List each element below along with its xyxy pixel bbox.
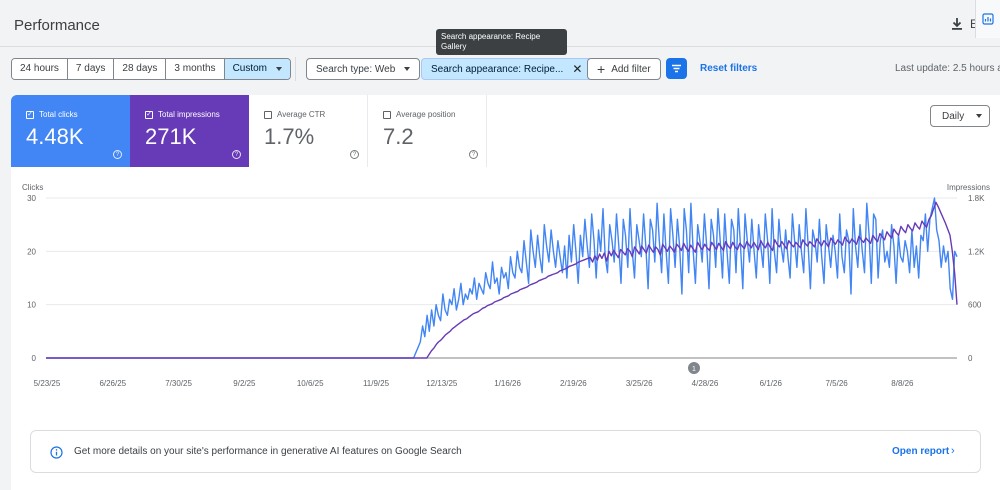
metric-total-clicks[interactable]: ✓ Total clicks 4.48K ? <box>11 95 130 167</box>
y-right-tick-label: 1.2K <box>968 247 985 256</box>
date-range-custom[interactable]: Custom <box>224 59 291 79</box>
filter-list-icon <box>672 64 681 73</box>
help-icon[interactable]: ? <box>113 150 122 159</box>
x-tick-label: 6/1/26 <box>760 379 783 388</box>
export-label[interactable]: E <box>970 17 979 31</box>
x-tick-label: 11/9/25 <box>363 379 390 388</box>
checkbox-unchecked-icon[interactable] <box>264 110 272 119</box>
x-tick-label: 10/6/25 <box>297 379 324 388</box>
x-tick-label: 6/26/25 <box>99 379 126 388</box>
y-right-tick-label: 600 <box>968 301 982 310</box>
x-tick-label: 4/28/26 <box>692 379 719 388</box>
metric-value: 271K <box>145 124 197 149</box>
y-left-tick-label: 0 <box>32 354 37 363</box>
close-icon[interactable]: ✕ <box>572 62 583 76</box>
date-range-7-days[interactable]: 7 days <box>67 59 115 79</box>
info-icon <box>50 446 63 459</box>
date-range-selector: 24 hours 7 days 28 days 3 months Custom <box>11 58 292 80</box>
metric-value: 4.48K <box>26 124 84 149</box>
caret-down-icon <box>276 67 283 71</box>
search-appearance-filter[interactable]: Search appearance: Recipe... ✕ <box>421 58 593 80</box>
metric-average-position[interactable]: Average position 7.2 ? <box>368 95 487 167</box>
search-type-filter[interactable]: Search type: Web <box>306 58 421 80</box>
page-title: Performance <box>14 17 100 34</box>
x-tick-label: 12/13/25 <box>426 379 458 388</box>
checkbox-checked-icon[interactable]: ✓ <box>26 110 34 119</box>
x-tick-label: 2/19/26 <box>560 379 587 388</box>
search-type-label: Search type: Web <box>316 63 396 75</box>
metric-label: Average CTR <box>277 110 326 119</box>
y-left-axis-label: Clicks <box>22 183 43 192</box>
checkbox-unchecked-icon[interactable] <box>383 110 391 119</box>
metric-label-row: Average position <box>383 110 486 119</box>
granularity-label: Daily <box>942 110 965 122</box>
series-line-impressions <box>46 201 958 359</box>
download-icon[interactable] <box>950 17 964 31</box>
date-range-custom-label: Custom <box>232 63 268 74</box>
filter-settings-button[interactable] <box>666 58 687 79</box>
metric-label-row: ✓ Total impressions <box>145 110 249 119</box>
help-icon[interactable]: ? <box>350 150 359 159</box>
caret-down-icon <box>404 67 411 71</box>
y-left-tick-label: 10 <box>27 301 36 310</box>
annotation-marker-label: 1 <box>692 366 696 373</box>
filter-tooltip: Search appearance: Recipe Gallery <box>436 29 567 55</box>
open-report-link[interactable]: Open report <box>892 446 950 457</box>
y-right-axis-label: Impressions <box>947 183 990 192</box>
chevron-right-icon[interactable]: › <box>951 445 955 457</box>
x-tick-label: 7/30/25 <box>165 379 192 388</box>
search-appearance-label: Search appearance: Recipe... <box>431 63 564 75</box>
annotation-marker[interactable] <box>688 362 700 374</box>
x-tick-label: 3/25/26 <box>626 379 653 388</box>
help-icon[interactable]: ? <box>232 150 241 159</box>
y-right-tick-label: 0 <box>968 354 973 363</box>
caret-down-icon <box>976 114 982 118</box>
help-icon[interactable]: ? <box>469 150 478 159</box>
add-filter-label: Add filter <box>611 63 651 75</box>
metric-value: 7.2 <box>383 124 414 149</box>
reset-filters-link[interactable]: Reset filters <box>700 63 758 74</box>
metric-label: Average position <box>396 110 456 119</box>
add-filter-button[interactable]: + Add filter <box>587 58 661 80</box>
metric-label: Total clicks <box>39 110 78 119</box>
metric-label-row: ✓ Total clicks <box>26 110 130 119</box>
chart-panel-icon <box>982 13 994 25</box>
metric-label-row: Average CTR <box>264 110 367 119</box>
checkbox-checked-icon[interactable]: ✓ <box>145 110 153 119</box>
date-range-28-days[interactable]: 28 days <box>114 59 167 79</box>
performance-chart[interactable]: 0 10 20 30 0 600 1.2K 1.8K Clicks Impressions 5/23… <box>0 178 1000 393</box>
x-tick-label: 8/8/26 <box>891 379 914 388</box>
last-update-text: Last update: 2.5 hours a <box>895 63 1000 74</box>
ai-features-banner: Get more details on your site's performa… <box>30 430 981 473</box>
y-right-tick-label: 1.8K <box>968 194 985 203</box>
y-left-tick-label: 20 <box>27 247 36 256</box>
metric-label: Total impressions <box>158 110 220 119</box>
metric-average-ctr[interactable]: Average CTR 1.7% ? <box>249 95 368 167</box>
metric-total-impressions[interactable]: ✓ Total impressions 271K ? <box>130 95 249 167</box>
toolbar-divider <box>295 57 296 81</box>
x-tick-label: 1/16/26 <box>494 379 521 388</box>
x-tick-label: 9/2/25 <box>233 379 256 388</box>
x-tick-label: 5/23/25 <box>34 379 61 388</box>
side-panel-button[interactable] <box>975 0 1000 38</box>
series-line-clicks <box>46 197 958 359</box>
plus-icon: + <box>597 61 606 77</box>
granularity-select[interactable]: Daily <box>930 105 990 127</box>
date-range-3-months[interactable]: 3 months <box>166 59 225 79</box>
banner-text: Get more details on your site's performa… <box>74 446 462 457</box>
date-range-24-hours[interactable]: 24 hours <box>12 59 68 79</box>
y-left-tick-label: 30 <box>27 194 36 203</box>
x-tick-label: 7/5/26 <box>825 379 848 388</box>
metric-value: 1.7% <box>264 124 315 149</box>
